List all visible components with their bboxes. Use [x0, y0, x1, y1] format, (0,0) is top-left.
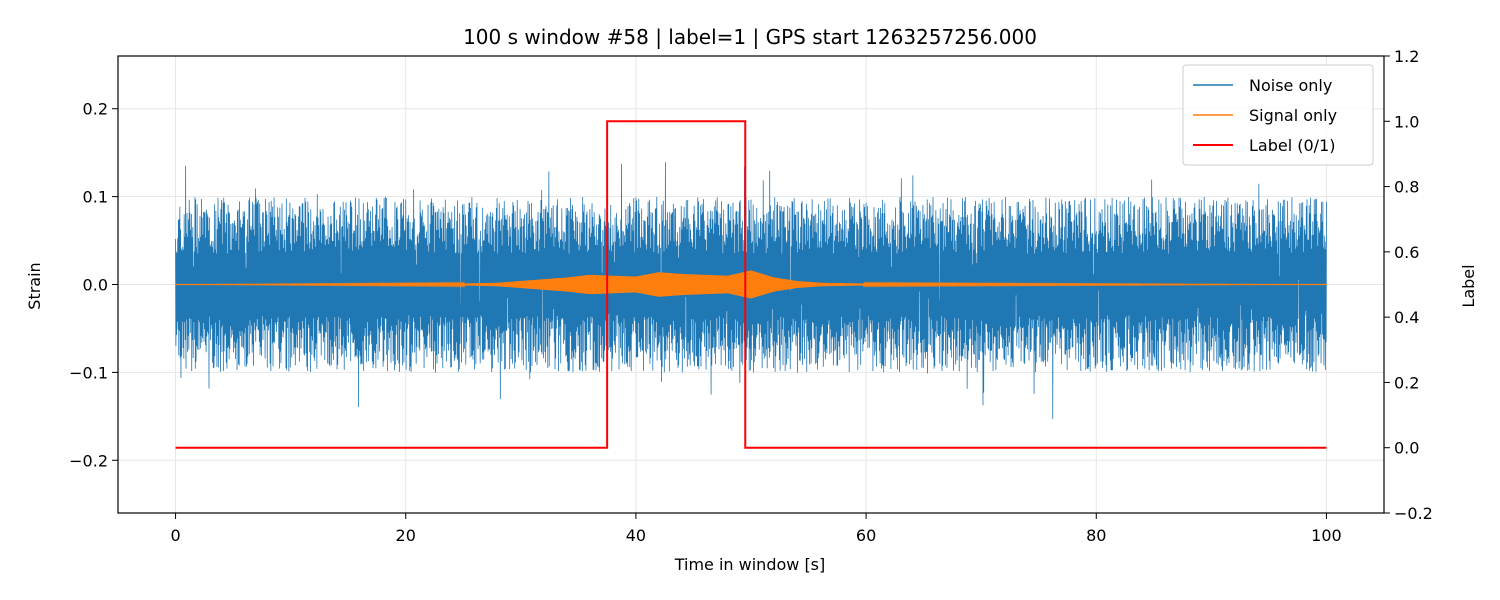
y2-tick-label-3: 0.4: [1394, 308, 1419, 327]
series-label: [175, 120, 1327, 449]
y2-tick-label-2: 0.2: [1394, 373, 1419, 392]
y2-tick-label-4: 0.6: [1394, 243, 1419, 262]
y2-tick-label-7: 1.2: [1394, 47, 1419, 66]
legend-label-1: Signal only: [1249, 106, 1337, 125]
x-tick-label-1: 20: [396, 526, 416, 545]
y-tick-label-4: 0.2: [83, 100, 108, 119]
legend-box: [1182, 64, 1374, 166]
y-tick-label-2: 0.0: [83, 276, 108, 295]
x-axis-label: Time in window [s]: [674, 555, 826, 574]
chart-title: 100 s window #58 | label=1 | GPS start 1…: [463, 25, 1037, 49]
y2-tick-label-1: 0.0: [1394, 439, 1419, 458]
x-tick-label-2: 40: [626, 526, 646, 545]
plot-area: [175, 120, 1327, 449]
y-tick-label-0: −0.2: [69, 451, 108, 470]
x-tick-label-0: 0: [170, 526, 180, 545]
y2-tick-label-5: 0.8: [1394, 178, 1419, 197]
y-axis-right: −0.2 0.0 0.2 0.4 0.6 0.8 1.0 1.2: [1384, 47, 1433, 523]
x-tick-label-5: 100: [1311, 526, 1342, 545]
x-tick-label-4: 80: [1086, 526, 1106, 545]
y-tick-label-3: 0.1: [83, 188, 108, 207]
x-axis: 0 20 40 60 80 100: [170, 513, 1342, 545]
y-tick-label-1: −0.1: [69, 363, 108, 382]
x-tick-label-3: 60: [856, 526, 876, 545]
y2-axis-label: Label: [1459, 264, 1478, 307]
y-axis-left: −0.2 −0.1 0.0 0.1 0.2: [69, 100, 118, 470]
legend-label-0: Noise only: [1249, 76, 1332, 95]
legend-label-2: Label (0/1): [1249, 136, 1335, 155]
series-signal-only: [175, 270, 1327, 299]
y2-tick-label-6: 1.0: [1394, 112, 1419, 131]
y2-tick-label-0: −0.2: [1394, 504, 1433, 523]
legend: Noise only Signal only Label (0/1): [1182, 64, 1374, 166]
series-noise-only: [175, 162, 1327, 419]
y-axis-label: Strain: [25, 262, 44, 309]
